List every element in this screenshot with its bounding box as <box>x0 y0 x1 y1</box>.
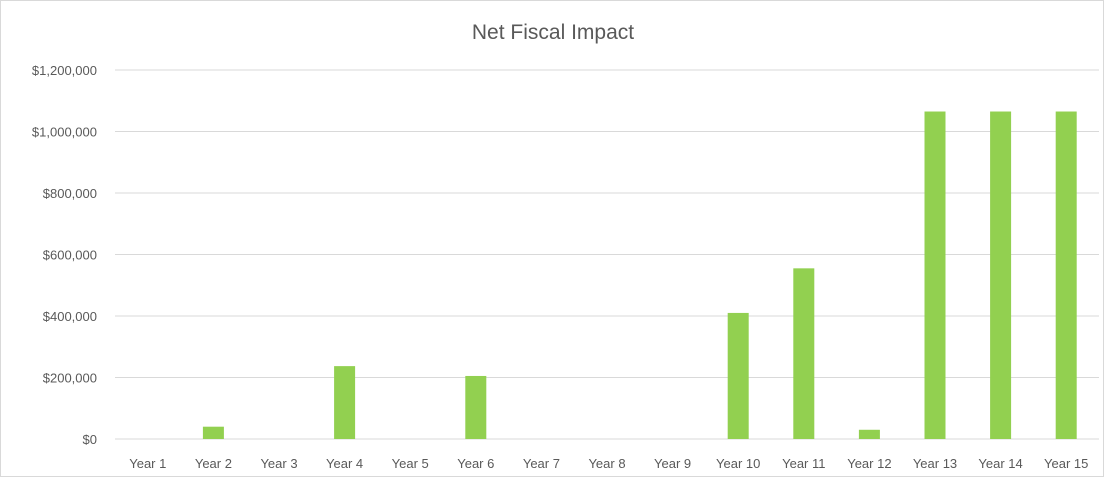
y-tick-label: $800,000 <box>43 186 97 201</box>
x-tick-label: Year 11 <box>782 456 825 471</box>
x-tick-label: Year 9 <box>654 456 691 471</box>
y-tick-label: $1,200,000 <box>32 63 97 78</box>
bar <box>990 111 1012 439</box>
bar <box>465 375 487 439</box>
chart-title: Net Fiscal Impact <box>471 21 635 44</box>
bar <box>727 312 749 439</box>
bar <box>924 111 946 439</box>
y-tick-label: $600,000 <box>43 248 97 263</box>
x-tick-label: Year 2 <box>195 456 232 471</box>
x-tick-label: Year 7 <box>523 456 560 471</box>
x-tick-label: Year 1 <box>129 456 166 471</box>
x-tick-label: Year 13 <box>913 456 957 471</box>
y-tick-label: $1,000,000 <box>32 125 97 140</box>
x-tick-label: Year 10 <box>716 456 760 471</box>
y-tick-label: $0 <box>83 432 97 447</box>
bar <box>793 268 815 439</box>
x-tick-label: Year 12 <box>847 456 891 471</box>
x-tick-label: Year 15 <box>1044 456 1088 471</box>
x-tick-label: Year 6 <box>457 456 494 471</box>
y-tick-label: $400,000 <box>43 309 97 324</box>
bar <box>1055 111 1077 439</box>
y-tick-label: $200,000 <box>43 371 97 386</box>
bar <box>202 426 224 439</box>
x-tick-label: Year 4 <box>326 456 363 471</box>
bar <box>334 366 356 439</box>
x-tick-label: Year 14 <box>978 456 1022 471</box>
x-tick-label: Year 5 <box>392 456 429 471</box>
x-tick-label: Year 8 <box>588 456 625 471</box>
x-tick-label: Year 3 <box>260 456 297 471</box>
bar <box>858 429 880 439</box>
